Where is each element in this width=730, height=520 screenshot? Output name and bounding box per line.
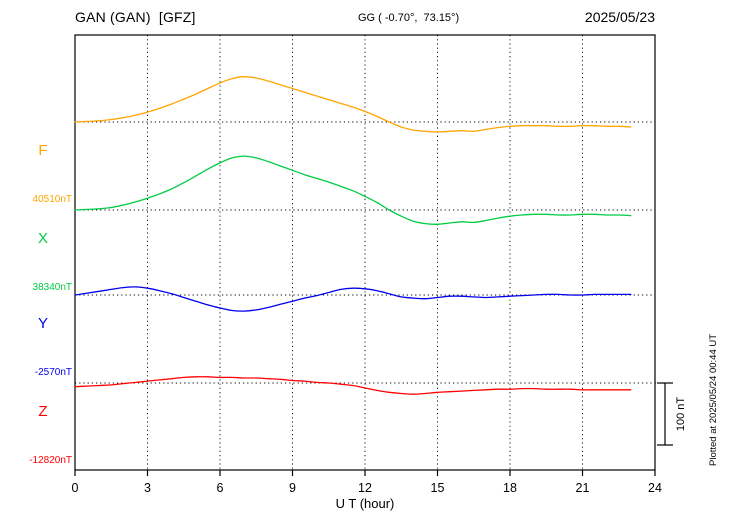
- station-title: GAN (GAN) [GFZ]: [75, 9, 196, 25]
- plot-border: [74, 34, 656, 471]
- component-name-F: F: [38, 142, 48, 159]
- baseline-value-Z: -12820nT: [29, 455, 72, 466]
- x-tick-label-3: 3: [144, 481, 151, 495]
- x-tick-label-12: 12: [358, 481, 372, 495]
- x-tick-label-21: 21: [576, 481, 590, 495]
- x-tick-label-24: 24: [648, 481, 662, 495]
- x-tick-label-15: 15: [431, 481, 445, 495]
- scale-bar-label: 100 nT: [675, 397, 687, 432]
- trace-Z: [74, 376, 632, 395]
- trace-F: [74, 76, 632, 133]
- geographic-coordinates: GG ( -0.70°, 73.15°): [358, 12, 460, 24]
- plotted-at-note: Plotted at 2025/05/24 00:44 UT: [708, 334, 719, 466]
- x-tick-label-6: 6: [217, 481, 224, 495]
- x-tick-label-18: 18: [503, 481, 517, 495]
- trace-X: [74, 155, 632, 225]
- trace-label-Y: Y -2570nT: [14, 280, 72, 414]
- component-name-X: X: [37, 230, 48, 247]
- component-name-Z: Z: [38, 403, 48, 420]
- trace-label-Z: Z -12820nT: [14, 368, 72, 502]
- plot-date: 2025/05/23: [584, 9, 655, 25]
- baseline-value-Y: -2570nT: [34, 367, 72, 378]
- baseline-value-F: 40510nT: [32, 194, 72, 205]
- trace-label-F: F 40510nT: [14, 107, 72, 241]
- x-tick-label-0: 0: [72, 481, 79, 495]
- trace-label-X: X 38340nT: [14, 195, 72, 329]
- x-axis-title: U T (hour): [335, 496, 395, 511]
- trace-Y: [74, 286, 632, 312]
- baseline-value-X: 38340nT: [32, 282, 72, 293]
- component-name-Y: Y: [37, 315, 48, 332]
- x-tick-label-9: 9: [289, 481, 296, 495]
